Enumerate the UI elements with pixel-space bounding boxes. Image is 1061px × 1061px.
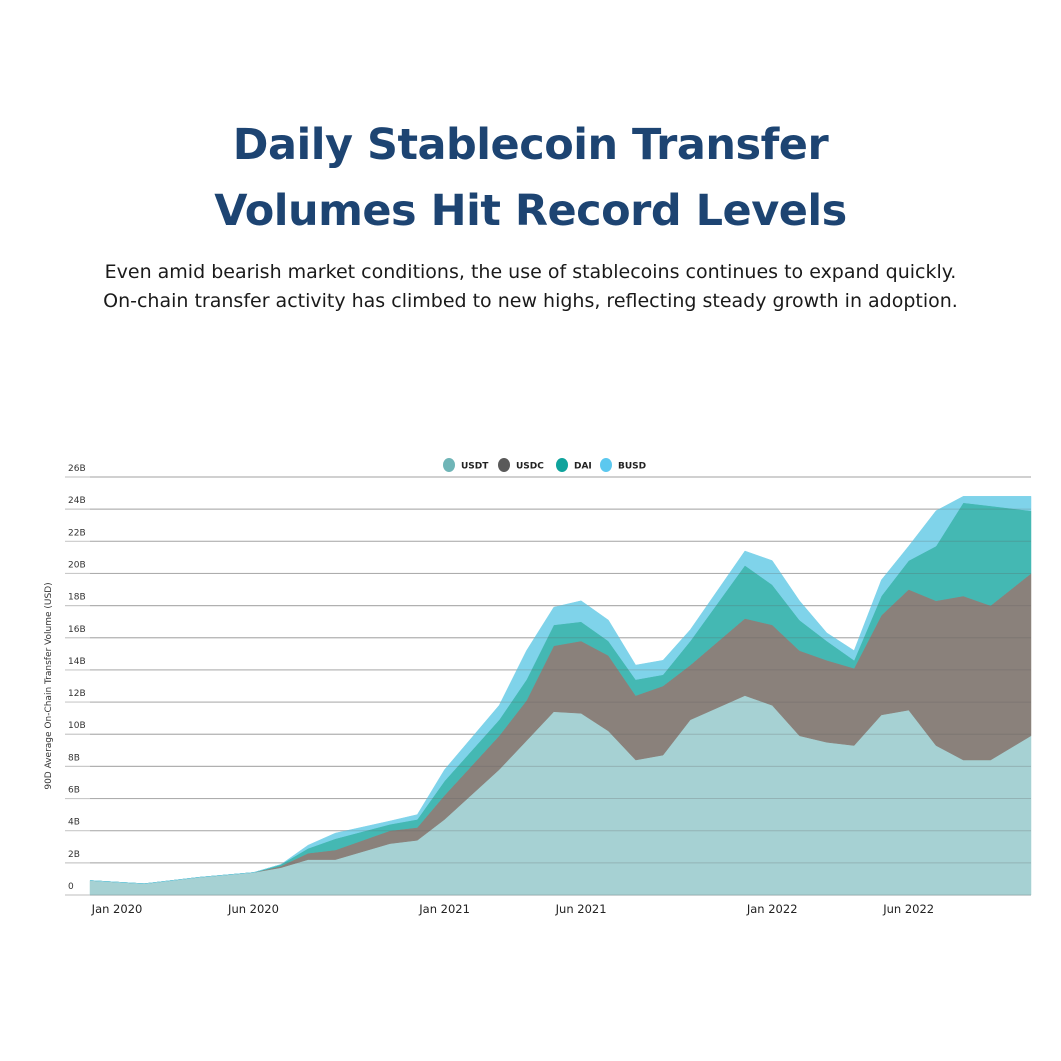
x-tick-label: Jun 2021 bbox=[555, 902, 607, 916]
area-busd bbox=[89, 496, 1032, 884]
y-tick-label: 24B bbox=[68, 496, 86, 506]
y-tick-label: 26B bbox=[68, 464, 86, 474]
legend-swatch-busd bbox=[600, 458, 612, 472]
x-tick-label: Jan 2020 bbox=[91, 902, 143, 916]
y-tick-label: 0 bbox=[68, 882, 74, 892]
y-axis-label: 90D Average On-Chain Transfer Volume (US… bbox=[44, 582, 54, 789]
y-tick-label: 6B bbox=[68, 786, 80, 796]
y-tick-label: 22B bbox=[68, 528, 86, 538]
y-tick-label: 12B bbox=[68, 689, 86, 699]
legend-label-usdc: USDC bbox=[516, 462, 544, 472]
y-tick-label: 4B bbox=[68, 818, 80, 828]
y-tick-label: 10B bbox=[68, 721, 86, 731]
x-tick-label: Jan 2022 bbox=[746, 902, 798, 916]
y-tick-label: 2B bbox=[68, 850, 80, 860]
legend-label-usdt: USDT bbox=[461, 462, 489, 472]
page-title: Daily Stablecoin Transfer Volumes Hit Re… bbox=[0, 112, 1061, 244]
subtitle-line-2: On-chain transfer activity has climbed t… bbox=[103, 290, 958, 312]
title-line-1: Daily Stablecoin Transfer bbox=[232, 120, 829, 170]
y-tick-label: 14B bbox=[68, 657, 86, 667]
area-usdt bbox=[89, 695, 1032, 896]
page-subtitle: Even amid bearish market conditions, the… bbox=[0, 258, 1061, 316]
subtitle-line-1: Even amid bearish market conditions, the… bbox=[104, 261, 957, 283]
y-tick-label: 8B bbox=[68, 753, 80, 763]
y-tick-label: 18B bbox=[68, 593, 86, 603]
y-tick-label: 16B bbox=[68, 625, 86, 635]
title-line-2: Volumes Hit Record Levels bbox=[214, 186, 847, 236]
x-tick-label: Jun 2020 bbox=[227, 902, 279, 916]
legend-label-busd: BUSD bbox=[618, 462, 646, 472]
legend-swatch-usdt bbox=[443, 458, 455, 472]
y-tick-label: 20B bbox=[68, 560, 86, 570]
legend-label-dai: DAI bbox=[574, 462, 592, 472]
x-tick-label: Jun 2022 bbox=[882, 902, 934, 916]
legend-swatch-usdc bbox=[498, 458, 510, 472]
legend-swatch-dai bbox=[556, 458, 568, 472]
x-tick-label: Jan 2021 bbox=[418, 902, 470, 916]
